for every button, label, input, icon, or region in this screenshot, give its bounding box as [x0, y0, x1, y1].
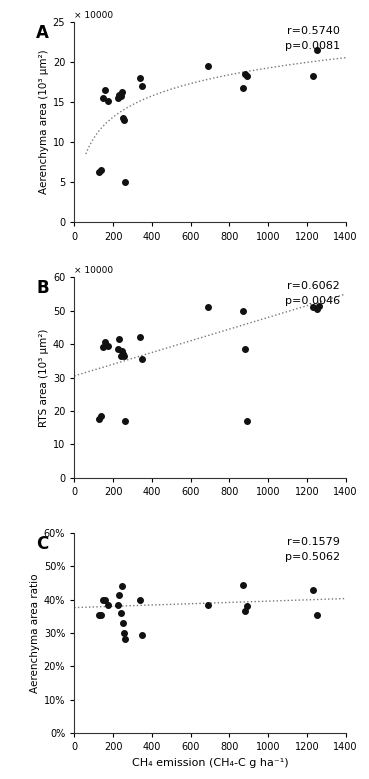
Text: × 10000: × 10000 — [74, 11, 113, 20]
Point — [99, 608, 104, 621]
Point — [119, 344, 125, 357]
Point — [99, 410, 104, 422]
Point — [105, 340, 111, 352]
Text: × 10000: × 10000 — [74, 266, 113, 275]
Point — [105, 94, 111, 107]
Point — [116, 89, 122, 101]
Y-axis label: Aerenchyma area (10³ μm²): Aerenchyma area (10³ μm²) — [39, 50, 49, 195]
Point — [122, 633, 128, 645]
X-axis label: CH₄ emission (CH₄-C g ha⁻¹): CH₄ emission (CH₄-C g ha⁻¹) — [132, 758, 288, 768]
Point — [118, 350, 124, 362]
Point — [99, 164, 104, 177]
Point — [119, 86, 125, 99]
Text: B: B — [36, 280, 49, 298]
Point — [119, 580, 125, 592]
Point — [102, 337, 108, 349]
Point — [244, 600, 250, 612]
Point — [100, 92, 106, 104]
Point — [139, 79, 145, 92]
Point — [121, 627, 127, 640]
Point — [116, 588, 122, 601]
Point — [118, 607, 124, 619]
Point — [137, 331, 143, 344]
Point — [116, 333, 122, 345]
Point — [100, 594, 106, 606]
Point — [100, 341, 106, 354]
Point — [120, 112, 126, 125]
Point — [118, 90, 124, 102]
Point — [115, 598, 121, 611]
Point — [242, 605, 248, 618]
Point — [310, 301, 315, 314]
Text: r=0.6062
p=0.0046: r=0.6062 p=0.0046 — [285, 281, 340, 306]
Point — [205, 301, 211, 314]
Point — [105, 598, 111, 611]
Point — [115, 92, 121, 104]
Point — [97, 413, 103, 425]
Point — [315, 299, 321, 312]
Point — [314, 303, 320, 315]
Text: C: C — [36, 534, 48, 552]
Point — [205, 60, 211, 72]
Point — [115, 343, 121, 355]
Point — [310, 70, 315, 83]
Text: r=0.5740
p=0.0081: r=0.5740 p=0.0081 — [285, 26, 340, 51]
Point — [310, 583, 315, 596]
Text: A: A — [36, 24, 49, 42]
Point — [240, 82, 246, 94]
Point — [139, 353, 145, 365]
Point — [97, 166, 103, 178]
Point — [102, 84, 108, 97]
Point — [137, 594, 143, 606]
Point — [242, 343, 248, 355]
Point — [242, 68, 248, 80]
Point — [139, 629, 145, 641]
Point — [240, 578, 246, 590]
Y-axis label: RTS area (10³ μm²): RTS area (10³ μm²) — [39, 329, 49, 427]
Y-axis label: Aerenchyma area ratio: Aerenchyma area ratio — [30, 573, 39, 693]
Point — [122, 415, 128, 428]
Point — [122, 176, 128, 189]
Point — [121, 114, 127, 126]
Point — [137, 72, 143, 84]
Text: r=0.1579
p=0.5062: r=0.1579 p=0.5062 — [285, 537, 340, 562]
Point — [205, 598, 211, 611]
Point — [120, 617, 126, 629]
Point — [244, 69, 250, 82]
Point — [102, 594, 108, 606]
Point — [121, 350, 127, 362]
Point — [97, 608, 103, 621]
Point — [314, 44, 320, 56]
Point — [244, 415, 250, 428]
Point — [240, 305, 246, 317]
Point — [314, 608, 320, 621]
Point — [120, 348, 126, 361]
